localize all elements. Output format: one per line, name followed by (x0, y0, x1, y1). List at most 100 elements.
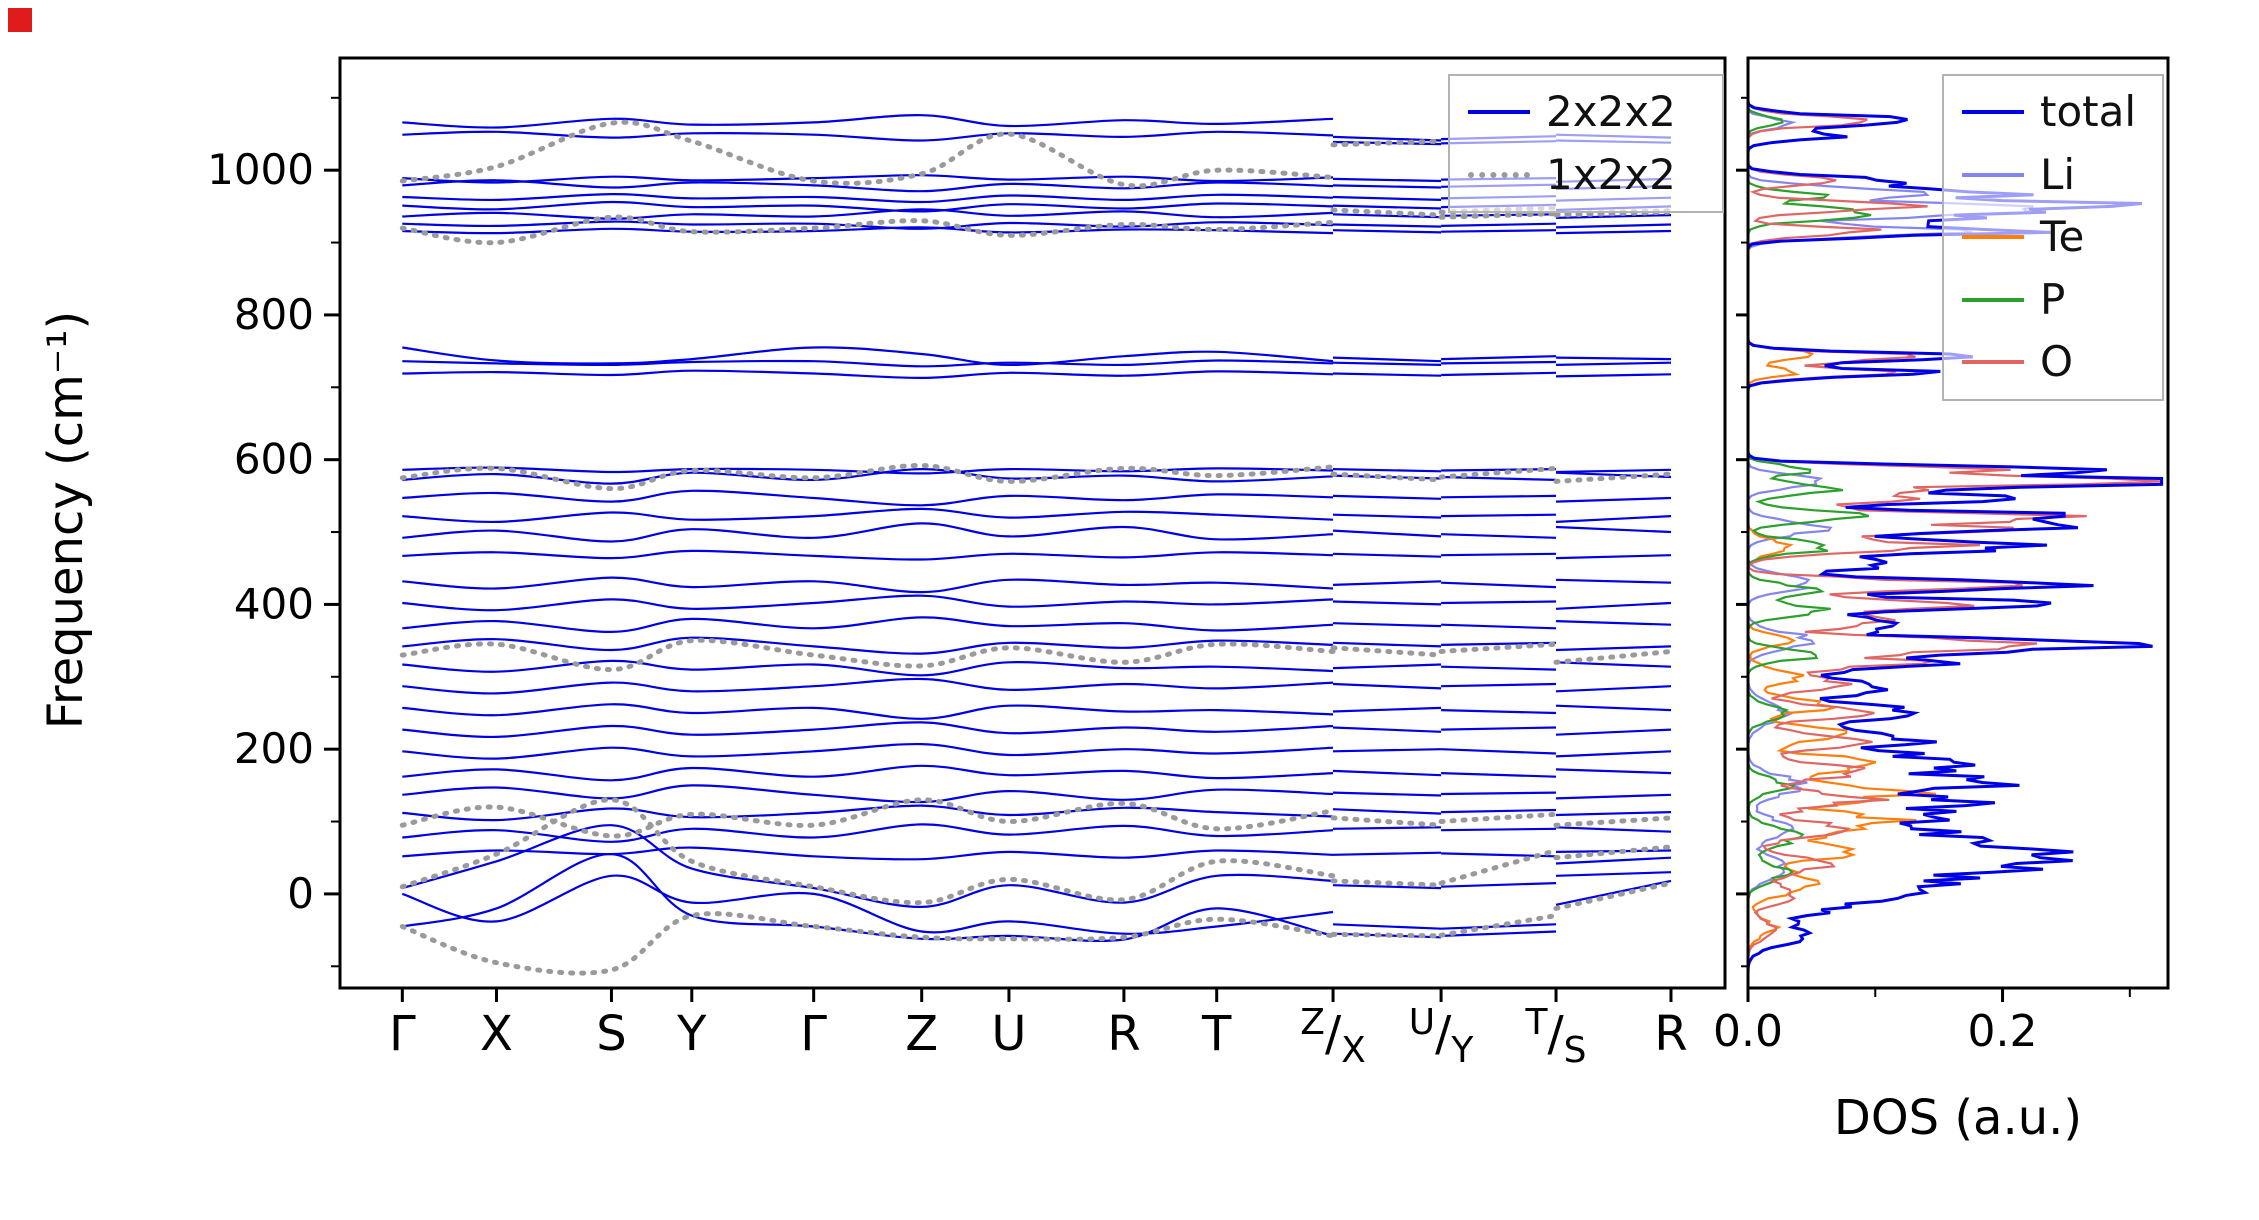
band-line-2x2x2 (1441, 229, 1557, 233)
band-line-2x2x2 (402, 369, 1334, 380)
band-line-2x2x2 (1441, 355, 1557, 361)
band-line-2x2x2 (402, 130, 1334, 142)
band-line-2x2x2 (402, 467, 1334, 485)
band-line-2x2x2 (1555, 214, 1672, 219)
legend-label-li: Li (2040, 149, 2076, 199)
band-line-2x2x2 (1332, 135, 1442, 142)
band-line-1x2x2 (1438, 211, 1559, 220)
dos-curve-P (1748, 70, 1872, 974)
band-structure-legend: 2x2x2 1x2x2 (1448, 74, 1724, 213)
band-line-1x2x2 (1553, 649, 1674, 665)
band-line-2x2x2 (1555, 468, 1672, 474)
band-line-2x2x2 (402, 784, 1334, 804)
band-line-2x2x2 (1441, 581, 1557, 589)
band-line-2x2x2 (402, 522, 1334, 543)
legend-entry-li: Li (1962, 149, 2144, 202)
x-tick-label: R (1654, 1006, 1687, 1062)
legend-label-total: total (2040, 87, 2137, 136)
band-line-2x2x2 (1332, 769, 1442, 777)
band-line-2x2x2 (1332, 361, 1442, 366)
band-line-2x2x2 (402, 346, 1334, 367)
band-line-2x2x2 (1555, 578, 1672, 584)
band-line-1x2x2 (1330, 645, 1444, 658)
band-line-2x2x2 (1332, 851, 1442, 856)
axes: 0 200 400 600 800 1000 Γ X S Y Γ Z U R T Z/X U/Y T/S R 0.0 0… (207, 56, 2170, 1071)
band-line-1x2x2 (1553, 844, 1674, 861)
band-line-2x2x2 (1441, 475, 1557, 481)
dos-x-axis-label: DOS (a.u.) (1833, 1090, 2083, 1146)
legend-label-p: P (2040, 274, 2066, 324)
legend-entry-total: total (1962, 86, 2144, 139)
band-line-2x2x2 (1441, 682, 1557, 688)
dos-curve-O (1748, 70, 2162, 974)
band-line-1x2x2 (399, 911, 1336, 976)
band-line-2x2x2 (402, 507, 1334, 524)
band-line-2x2x2 (402, 489, 1334, 507)
band-line-2x2x2 (402, 846, 1334, 861)
band-line-2x2x2 (1555, 661, 1672, 668)
band-line-2x2x2 (1332, 826, 1442, 830)
band-line-2x2x2 (1332, 641, 1442, 648)
band-line-2x2x2 (1441, 930, 1557, 937)
x-tick-label: U (991, 1006, 1026, 1062)
x-tick-label: R (1107, 1006, 1140, 1062)
band-line-2x2x2 (402, 636, 1334, 655)
dos-x-tick-label: 0.0 (1713, 1006, 1783, 1057)
legend-label-o: O (2040, 337, 2074, 386)
x-tick-label: Γ (800, 1006, 827, 1062)
band-line-2x2x2 (1555, 750, 1672, 758)
band-line-2x2x2 (1555, 811, 1672, 817)
legend-label-2x2x2: 2x2x2 (1546, 87, 1676, 136)
band-line-2x2x2 (1441, 726, 1557, 731)
band-line-2x2x2 (1555, 793, 1672, 800)
band-line-2x2x2 (1332, 184, 1442, 189)
band-line-2x2x2 (1441, 748, 1557, 755)
band-line-2x2x2 (1555, 356, 1672, 361)
legend-line-te (1962, 235, 2024, 240)
band-line-2x2x2 (402, 200, 1334, 213)
band-line-2x2x2 (401, 874, 1334, 935)
band-line-2x2x2 (1332, 468, 1442, 473)
band-line-2x2x2 (1555, 471, 1672, 479)
y-axis-label: Frequency (cm⁻¹) (38, 310, 94, 730)
band-line-2x2x2 (402, 220, 1334, 230)
band-line-2x2x2 (1332, 706, 1442, 713)
band-line-2x2x2 (402, 703, 1334, 720)
band-line-2x2x2 (1332, 195, 1442, 201)
band-line-1x2x2 (399, 637, 1336, 673)
x-tick-label: S (596, 1006, 626, 1062)
band-line-2x2x2 (1332, 552, 1442, 558)
band-line-2x2x2 (1332, 177, 1442, 183)
band-line-2x2x2 (1555, 871, 1672, 877)
band-line-2x2x2 (1555, 704, 1672, 712)
band-line-1x2x2 (1330, 931, 1444, 939)
dos-curve-total (1748, 70, 2164, 974)
band-line-2x2x2 (1332, 726, 1442, 733)
dos-x-tick-label: 0.2 (1968, 1006, 2038, 1057)
y-tick-label: 0 (287, 869, 314, 918)
band-line-1x2x2 (1330, 878, 1444, 888)
y-tick-label: 400 (234, 579, 314, 628)
band-line-2x2x2 (1441, 468, 1557, 472)
band-line-2x2x2 (1555, 685, 1672, 693)
band-line-2x2x2 (1332, 580, 1442, 586)
band-panel-border (338, 56, 1727, 990)
band-line-2x2x2 (1555, 223, 1672, 229)
band-line-2x2x2 (1441, 623, 1557, 630)
band-line-1x2x2 (1330, 207, 1444, 218)
band-line-2x2x2 (1441, 808, 1557, 814)
band-line-2x2x2 (1332, 372, 1442, 377)
legend-entry-p: P (1962, 274, 2144, 327)
band-line-2x2x2 (1441, 494, 1557, 499)
legend-label-1x2x2: 1x2x2 (1546, 149, 1676, 199)
band-line-2x2x2 (1441, 641, 1557, 646)
x-tick-label: T/S (1525, 1002, 1587, 1071)
legend-entry-2x2x2: 2x2x2 (1468, 86, 1704, 139)
band-line-2x2x2 (1555, 826, 1672, 833)
band-line-2x2x2 (1332, 223, 1442, 228)
y-tick-label: 200 (234, 724, 314, 773)
band-line-1x2x2 (1330, 138, 1444, 148)
band-line-1x2x2 (1330, 471, 1444, 483)
